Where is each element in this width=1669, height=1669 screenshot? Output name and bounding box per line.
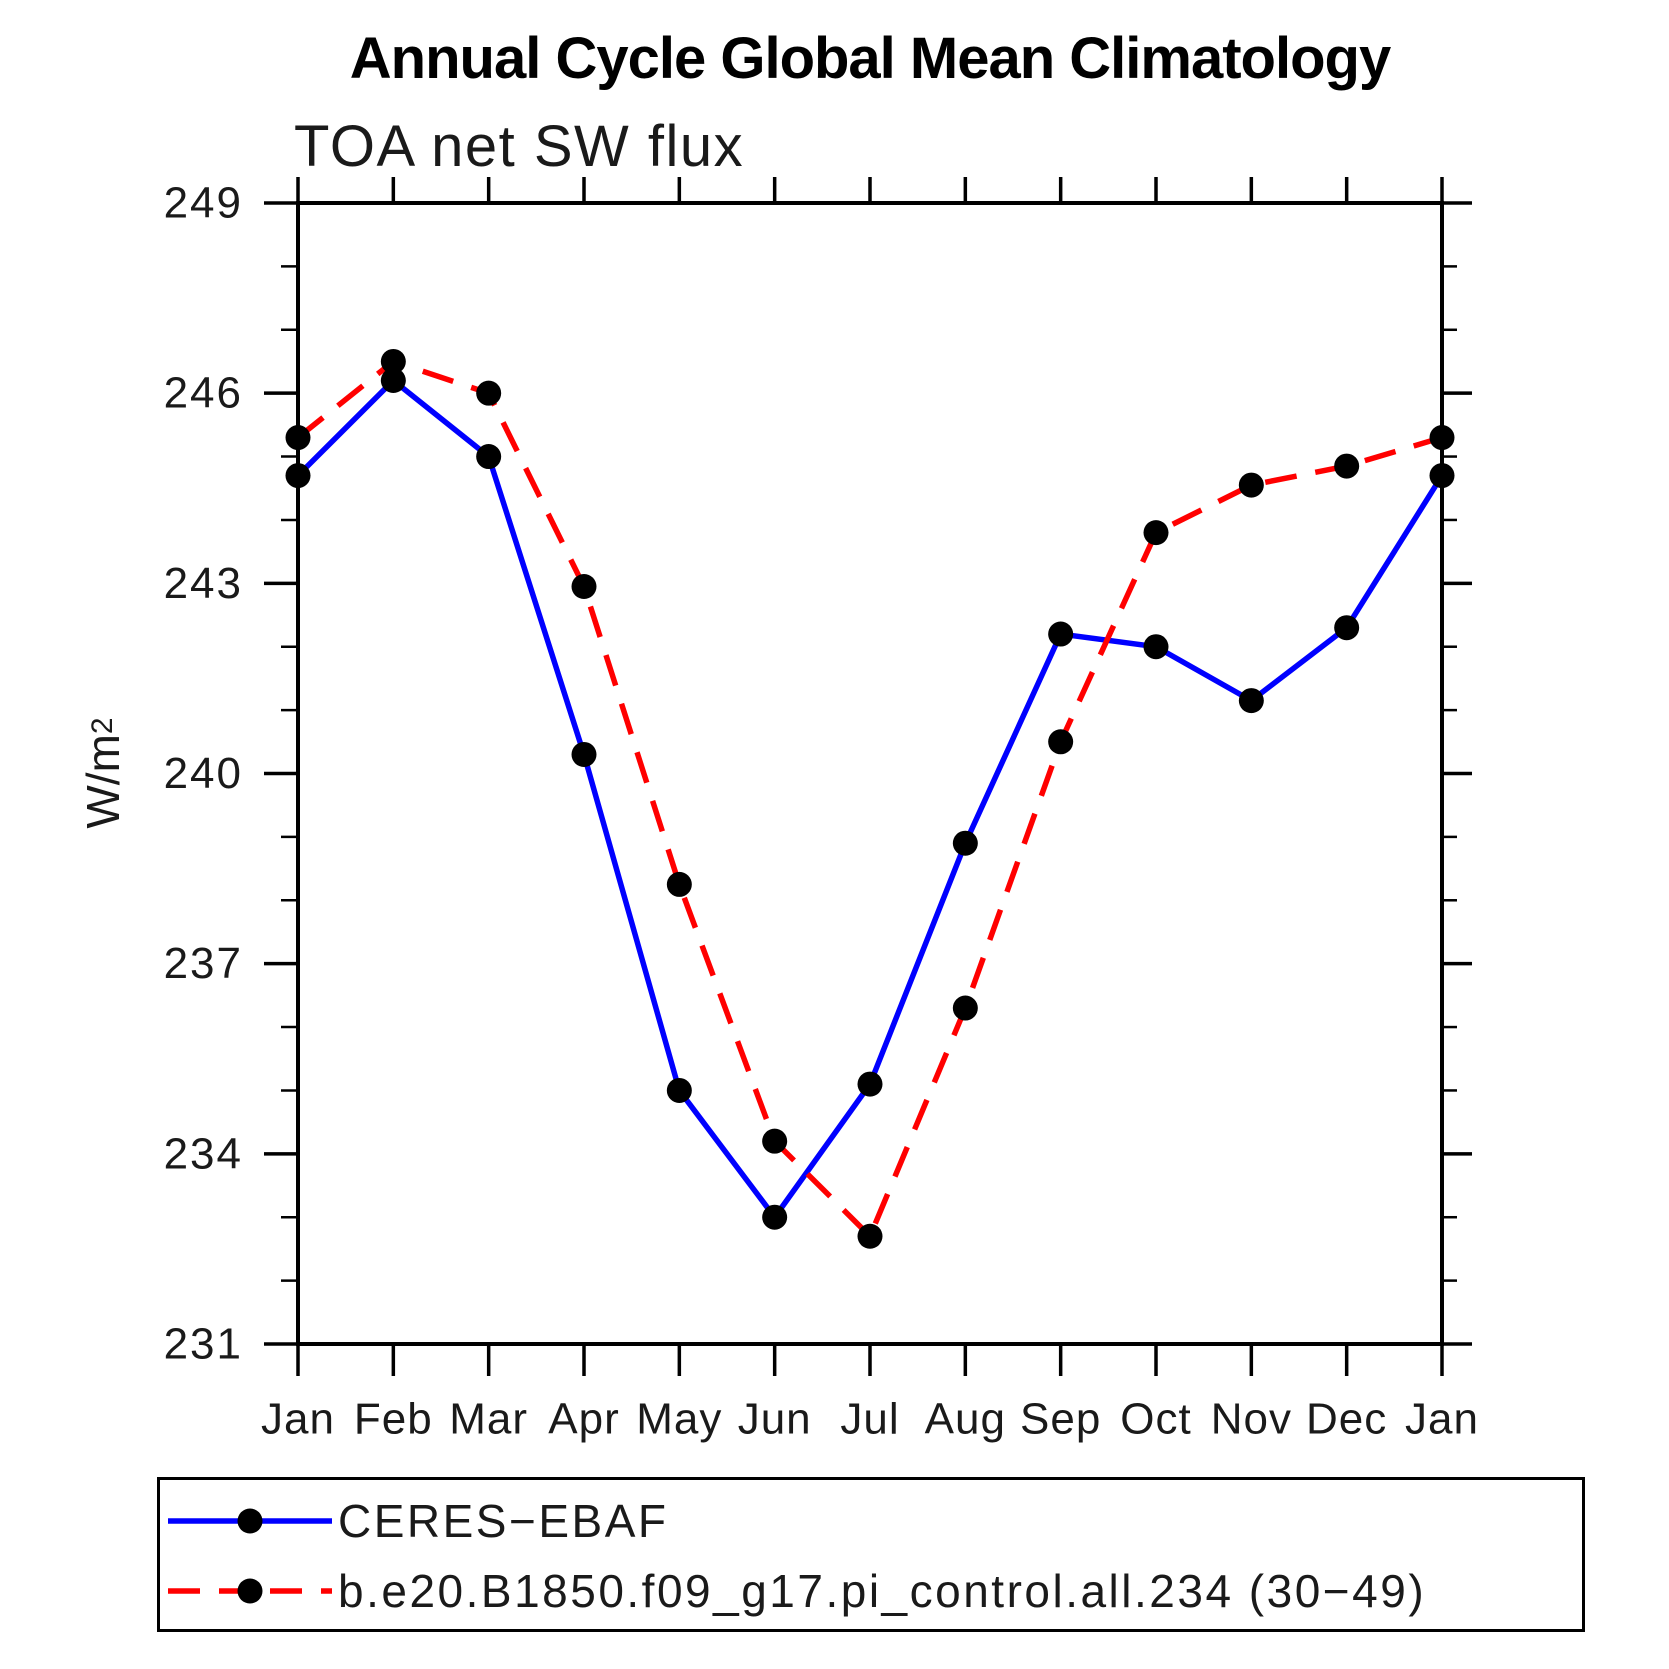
data-point-marker-series-1: [666, 871, 692, 897]
data-point-marker-series-1: [380, 348, 406, 374]
data-point-marker-series-0: [476, 444, 502, 470]
data-point-marker-series-1: [476, 380, 502, 406]
x-axis-tick-label: May: [636, 1395, 722, 1444]
chart-title: Annual Cycle Global Mean Climatology: [349, 26, 1391, 91]
legend-item-model-run: b.e20.B1850.f09_g17.pi_control.all.234 (…: [160, 1560, 1582, 1622]
legend-box: CERES−EBAF b.e20.B1850.f09_g17.pi_contro…: [157, 1477, 1585, 1632]
data-point-marker-series-1: [571, 574, 597, 600]
legend-sample-marker: [237, 1578, 263, 1604]
data-point-marker-series-0: [1334, 615, 1360, 641]
data-point-marker-series-0: [857, 1071, 883, 1097]
data-point-marker-series-0: [1429, 463, 1455, 489]
legend-sample-solid-line: [168, 1508, 332, 1534]
data-point-marker-series-0: [1238, 688, 1264, 714]
y-axis-tick-label: 237: [164, 939, 243, 988]
x-axis-tick-label: Apr: [548, 1395, 619, 1444]
data-point-marker-series-1: [1048, 729, 1074, 755]
data-point-marker-series-0: [571, 741, 597, 767]
data-point-marker-series-0: [380, 367, 406, 393]
series-line-1: [296, 358, 1443, 1239]
data-point-marker-series-0: [952, 830, 978, 856]
x-axis-tick-label: Sep: [1020, 1395, 1101, 1444]
y-axis-tick-label: 231: [164, 1320, 243, 1369]
data-point-marker-series-1: [1334, 453, 1360, 479]
chart-subtitle: TOA net SW flux: [294, 114, 745, 179]
x-axis-tick-label: Mar: [449, 1395, 528, 1444]
plot-frame: [296, 201, 1444, 1346]
y-axis-tick-label: 249: [164, 179, 243, 228]
x-axis-tick-label: Feb: [354, 1395, 433, 1444]
data-point-marker-series-1: [1238, 472, 1264, 498]
y-axis-tick-label: 234: [164, 1129, 243, 1178]
y-axis-tick-label: 243: [164, 559, 243, 608]
x-axis-tick-label: Jan: [1405, 1395, 1479, 1444]
x-axis-tick-label: Jul: [840, 1395, 899, 1444]
y-axis-tick-label: 246: [164, 369, 243, 418]
data-point-marker-series-0: [285, 463, 311, 489]
data-point-marker-series-0: [762, 1204, 788, 1230]
data-point-marker-series-1: [1143, 520, 1169, 546]
x-axis-tick-label: Nov: [1211, 1395, 1292, 1444]
legend-label-model-run: b.e20.B1850.f09_g17.pi_control.all.234 (…: [338, 1565, 1427, 1617]
x-axis-tick-label: Aug: [925, 1395, 1006, 1444]
legend-sample-marker: [237, 1508, 263, 1534]
data-point-marker-series-1: [952, 995, 978, 1021]
y-axis-tick-label: 240: [164, 749, 243, 798]
x-axis-tick-label: Jan: [261, 1395, 335, 1444]
x-axis-tick-label: Jun: [738, 1395, 812, 1444]
data-point-marker-series-1: [857, 1223, 883, 1249]
data-point-marker-series-0: [666, 1077, 692, 1103]
legend-label-ceres-ebaf: CERES−EBAF: [338, 1495, 669, 1547]
data-point-marker-series-1: [1429, 425, 1455, 451]
legend-sample-dashed-line: [168, 1578, 332, 1604]
legend-item-ceres-ebaf: CERES−EBAF: [160, 1490, 1582, 1552]
data-point-marker-series-1: [285, 425, 311, 451]
data-point-marker-series-0: [1048, 621, 1074, 647]
x-axis-tick-label: Oct: [1120, 1395, 1191, 1444]
x-axis-tick-label: Dec: [1306, 1395, 1387, 1444]
data-point-marker-series-1: [762, 1128, 788, 1154]
data-point-marker-series-0: [1143, 634, 1169, 660]
